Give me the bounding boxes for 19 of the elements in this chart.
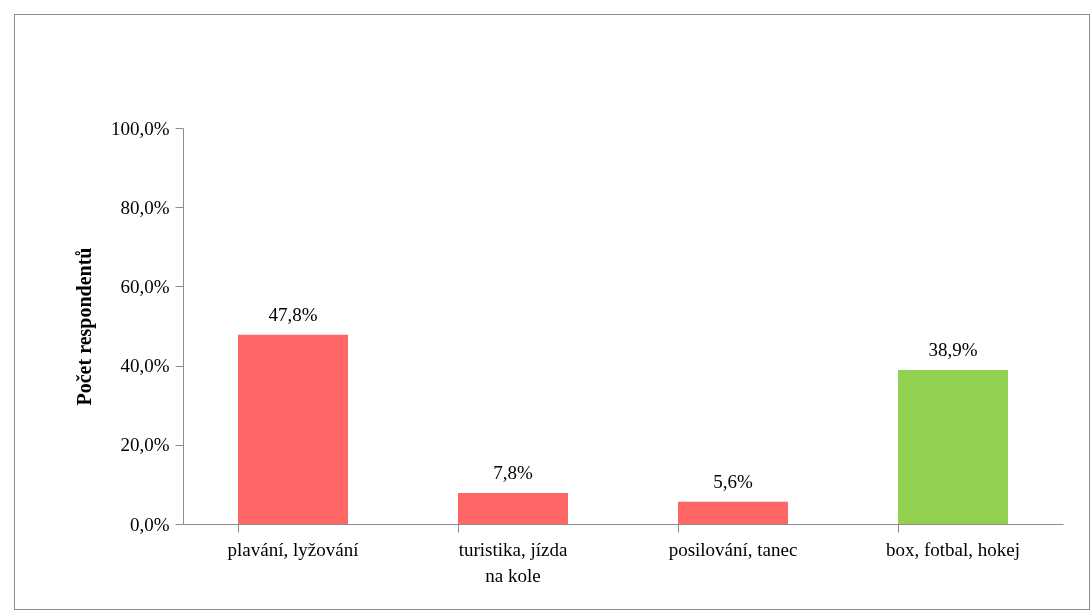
y-tick-label: 0,0% (129, 513, 170, 535)
bar (238, 334, 348, 524)
data-label: 38,9% (928, 338, 978, 360)
y-tick-label: 60,0% (120, 275, 170, 297)
data-label: 5,6% (713, 470, 753, 492)
bar (458, 493, 568, 524)
bar (898, 369, 1008, 524)
x-tick-label: posilování, tanec (668, 538, 798, 560)
data-label: 7,8% (493, 462, 533, 484)
bar (678, 501, 788, 524)
y-tick-label: 20,0% (120, 434, 170, 456)
x-tick-label: turistika, jízda na kole (458, 538, 568, 586)
x-tick-label: plavání, lyžování (227, 538, 360, 560)
y-tick-label: 100,0% (110, 117, 170, 139)
x-tick-label: box, fotbal, hokej (885, 538, 1021, 560)
y-axis-title: Počet respondentů (72, 247, 96, 406)
y-tick-label: 80,0% (120, 196, 170, 218)
data-label: 47,8% (268, 303, 318, 325)
y-tick-label: 40,0% (120, 355, 170, 377)
